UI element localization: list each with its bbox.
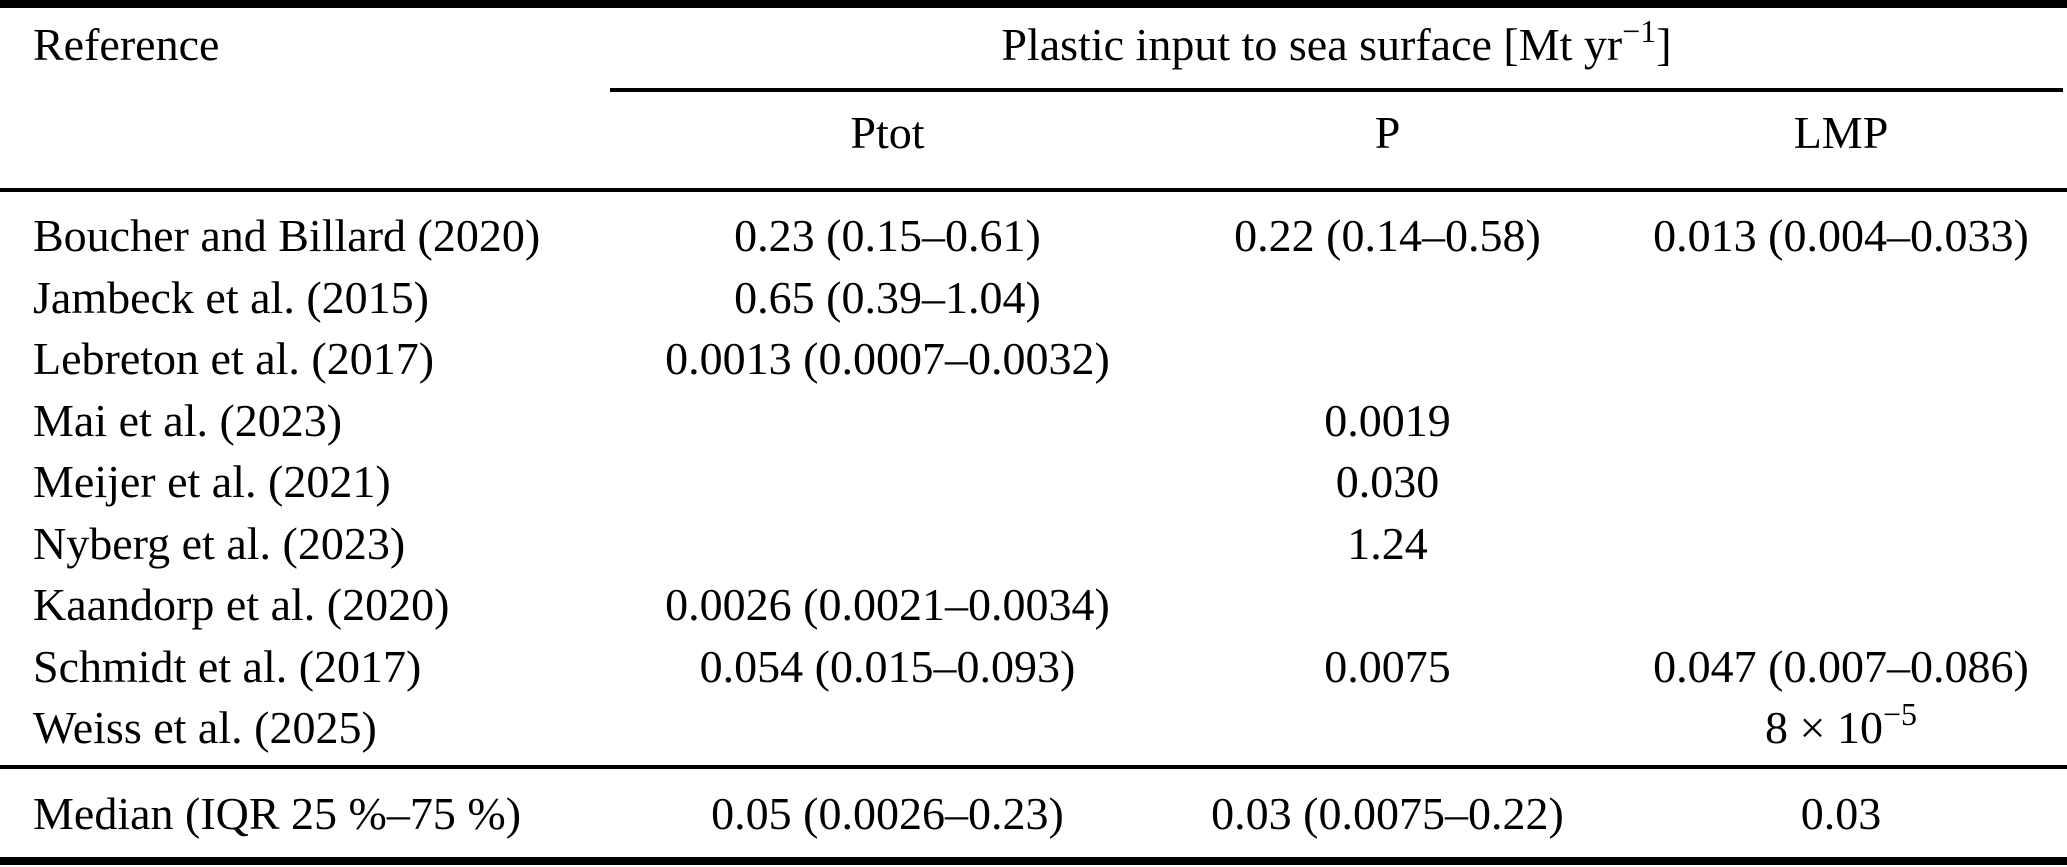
ptot-cell: 0.23 (0.15–0.61) (734, 210, 1041, 262)
reference-cell: Kaandorp et al. (2020) (33, 579, 450, 631)
group-header-underline-rule (610, 88, 2063, 92)
median-lmp-cell: 0.03 (1800, 787, 1882, 839)
table-top-rule (0, 0, 2067, 8)
p-cell: 0.22 (0.14–0.58) (1234, 210, 1541, 262)
table-row: Weiss et al. (2025) 8 × 10−5 (0, 697, 2067, 759)
reference-cell: Meijer et al. (2021) (33, 456, 391, 508)
lmp-cell: 8 × 10−5 (1615, 698, 2067, 754)
table-row: Jambeck et al. (2015) 0.65 (0.39–1.04) (0, 267, 2067, 329)
median-label-cell: Median (IQR 25 %–75 %) (33, 787, 522, 839)
lmp-cell: 0.013 (0.004–0.033) (1653, 210, 2029, 262)
reference-cell: Nyberg et al. (2023) (33, 517, 406, 569)
header-body-divider-rule (0, 188, 2067, 192)
table-row: Nyberg et al. (2023) 1.24 (0, 513, 2067, 575)
table-row: Meijer et al. (2021) 0.030 (0, 451, 2067, 513)
column-header-row: Ptot P LMP (0, 104, 2067, 160)
reference-cell: Boucher and Billard (2020) (33, 210, 541, 262)
group-column-header: Plastic input to sea surface [Mt yr−1] (610, 15, 2063, 71)
table-body: Boucher and Billard (2020) 0.23 (0.15–0.… (0, 205, 2067, 759)
ptot-cell: 0.054 (0.015–0.093) (699, 640, 1076, 692)
p-cell: 0.0019 (1324, 394, 1451, 446)
reference-cell: Mai et al. (2023) (33, 394, 343, 446)
p-cell: 1.24 (1347, 517, 1428, 569)
reference-cell: Lebreton et al. (2017) (33, 333, 435, 385)
group-header-close-bracket: ] (1656, 19, 1672, 70)
p-cell: 0.030 (1335, 456, 1440, 508)
column-header-p: P (1374, 106, 1401, 158)
body-summary-divider-rule (0, 765, 2067, 769)
median-p-cell: 0.03 (0.0075–0.22) (1211, 787, 1564, 839)
ptot-cell: 0.65 (0.39–1.04) (734, 271, 1041, 323)
lmp-scientific-base: 8 × 10 (1765, 702, 1883, 754)
lmp-scientific-exponent: −5 (1882, 696, 1917, 733)
p-cell: 0.0075 (1324, 640, 1451, 692)
group-header-text: Plastic input to sea surface [Mt yr (1001, 19, 1623, 70)
lmp-cell: 0.047 (0.007–0.086) (1653, 640, 2029, 692)
table-row: Lebreton et al. (2017) 0.0013 (0.0007–0.… (0, 328, 2067, 390)
median-ptot-cell: 0.05 (0.0026–0.23) (711, 787, 1064, 839)
column-header-lmp: LMP (1793, 106, 1889, 158)
ptot-cell: 0.0026 (0.0021–0.0034) (665, 579, 1110, 631)
group-header-exponent: −1 (1622, 13, 1657, 49)
reference-cell: Schmidt et al. (2017) (33, 640, 422, 692)
reference-cell: Jambeck et al. (2015) (33, 271, 429, 323)
median-summary-row: Median (IQR 25 %–75 %) 0.05 (0.0026–0.23… (0, 769, 2067, 857)
table-row: Kaandorp et al. (2020) 0.0026 (0.0021–0.… (0, 574, 2067, 636)
table-row: Mai et al. (2023) 0.0019 (0, 390, 2067, 452)
table-bottom-rule (0, 857, 2067, 865)
column-header-ptot: Ptot (850, 106, 925, 158)
reference-column-header: Reference (33, 19, 220, 70)
ptot-cell: 0.0013 (0.0007–0.0032) (665, 333, 1110, 385)
table-row: Schmidt et al. (2017) 0.054 (0.015–0.093… (0, 636, 2067, 698)
table-row: Boucher and Billard (2020) 0.23 (0.15–0.… (0, 205, 2067, 267)
reference-cell: Weiss et al. (2025) (33, 702, 377, 754)
